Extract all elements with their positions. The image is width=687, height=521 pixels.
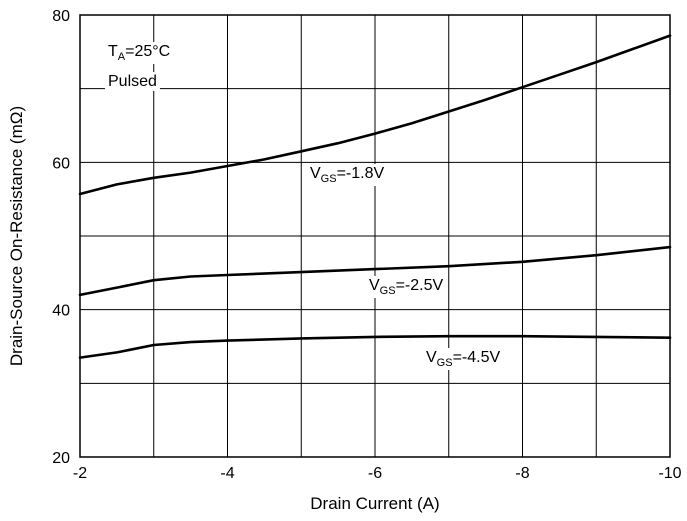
x-tick-label: -10 <box>658 465 681 482</box>
plot-frame <box>79 14 671 458</box>
y-tick-label: 40 <box>52 303 70 320</box>
y-tick-label: 80 <box>52 8 70 25</box>
annotation-bg-2 <box>307 164 388 186</box>
tick-labels: -2 -4 -6 -8 -10 20 40 60 80 <box>52 8 681 482</box>
annotation-bg-4 <box>423 348 504 370</box>
temperature-annotation: TA=25°C <box>108 43 170 63</box>
annotation-bg-3 <box>366 276 447 298</box>
grid-lines <box>79 15 671 457</box>
annotation-backgrounds <box>105 42 504 370</box>
series-line-1 <box>78 245 672 297</box>
x-tick-label: -4 <box>220 465 234 482</box>
pulsed-annotation: Pulsed <box>108 73 157 90</box>
x-tick-label: -6 <box>368 465 382 482</box>
x-tick-label: -2 <box>73 465 87 482</box>
y-tick-label: 60 <box>52 155 70 172</box>
y-tick-label: 20 <box>52 450 70 467</box>
series-label-vgs-1-8v: VGS=-1.8V <box>310 165 384 185</box>
series-line-0 <box>78 34 672 196</box>
series-label-vgs-4-5v: VGS=-4.5V <box>426 349 500 369</box>
annotation-bg-0 <box>105 42 174 64</box>
x-tick-label: -8 <box>515 465 529 482</box>
series-lines <box>78 34 672 359</box>
x-axis-label: Drain Current (A) <box>310 494 439 513</box>
series-label-vgs-2-5v: VGS=-2.5V <box>369 277 443 297</box>
annotations: TA=25°C Pulsed VGS=-1.8V VGS=-2.5V VGS=-… <box>108 43 500 369</box>
y-axis-label: Drain-Source On-Resistance (mΩ) <box>7 106 26 366</box>
series-line-2 <box>78 334 672 359</box>
annotation-bg-1 <box>105 72 160 91</box>
